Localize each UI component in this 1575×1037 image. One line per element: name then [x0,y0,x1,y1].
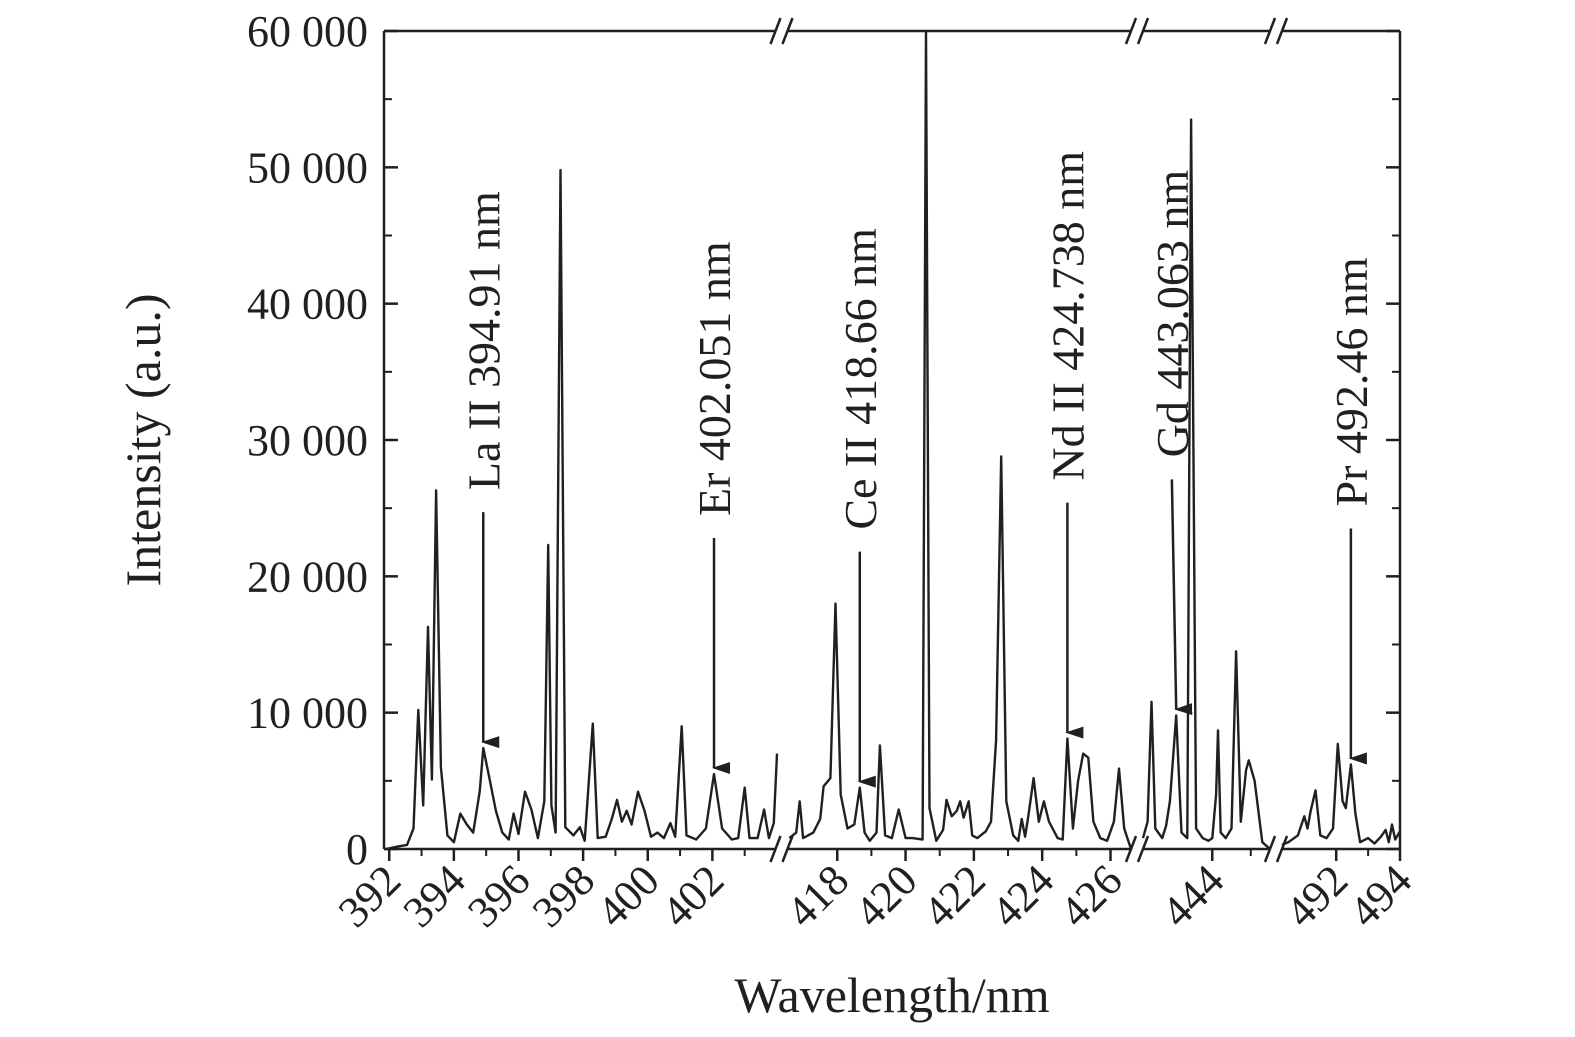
x-tick-label: 402 [652,855,733,936]
annotation-label: La II 394.91 nm [458,191,509,490]
x-axis-title: Wavelength/nm [734,967,1049,1023]
axis-break-mark [769,835,782,863]
x-tick-label: 426 [1050,855,1131,936]
axis-break-mark [781,17,794,45]
y-tick-label: 10 000 [247,689,368,738]
spectrum-line [788,29,1133,850]
peak-annotations: La II 394.91 nm Er 402.051 nm Ce II 418.66… [458,151,1377,788]
axis-break-mark [1124,17,1138,45]
annotation-label: Gd 443.063 nm [1147,170,1198,458]
y-tick-label: 50 000 [247,143,368,192]
annotation-label: Ce II 418.66 nm [835,228,886,530]
plot-frame [382,17,1402,863]
spectrum-line [1141,118,1271,850]
x-tick-label: 424 [982,855,1063,936]
axis-break-mark [1263,17,1277,45]
axis-break-mark [769,17,782,45]
y-tick-label: 20 000 [247,552,368,601]
y-axis-title: Intensity (a.u.) [115,294,171,587]
y-tick-label: 40 000 [247,280,368,329]
x-tick-label: 494 [1340,855,1421,936]
annotation-label: Nd II 424.738 nm [1042,151,1093,481]
y-tick-label: 30 000 [247,416,368,465]
axis-break-mark [1275,835,1289,863]
x-tick-label: 444 [1152,855,1233,936]
x-tick-label: 394 [394,855,475,936]
axis-break-mark [1275,17,1289,45]
annotation-label: Pr 492.46 nm [1326,257,1377,506]
x-tick-label: 396 [458,855,539,936]
annotation-arrow [1170,479,1193,716]
spectrum-line [385,168,779,851]
spectrum-line [1281,742,1402,847]
x-tick-label: 392 [329,855,410,936]
x-tick-label: 400 [587,855,668,936]
axis-break-mark [1136,835,1150,863]
axis-break-mark [1136,17,1150,45]
x-tick-label: 420 [845,855,926,936]
spectrum-series [385,29,1402,851]
annotation-label: Er 402.051 nm [689,241,740,516]
y-tick-label: 0 [346,825,368,874]
y-tick-label: 60 000 [247,7,368,56]
x-tick-label: 418 [777,855,858,936]
y-axis: 0 10 000 20 000 30 000 40 000 50 000 60 000 [247,7,1400,874]
x-tick-label: 422 [914,855,995,936]
x-tick-label: 398 [523,855,604,936]
axis-break-mark [781,835,794,863]
